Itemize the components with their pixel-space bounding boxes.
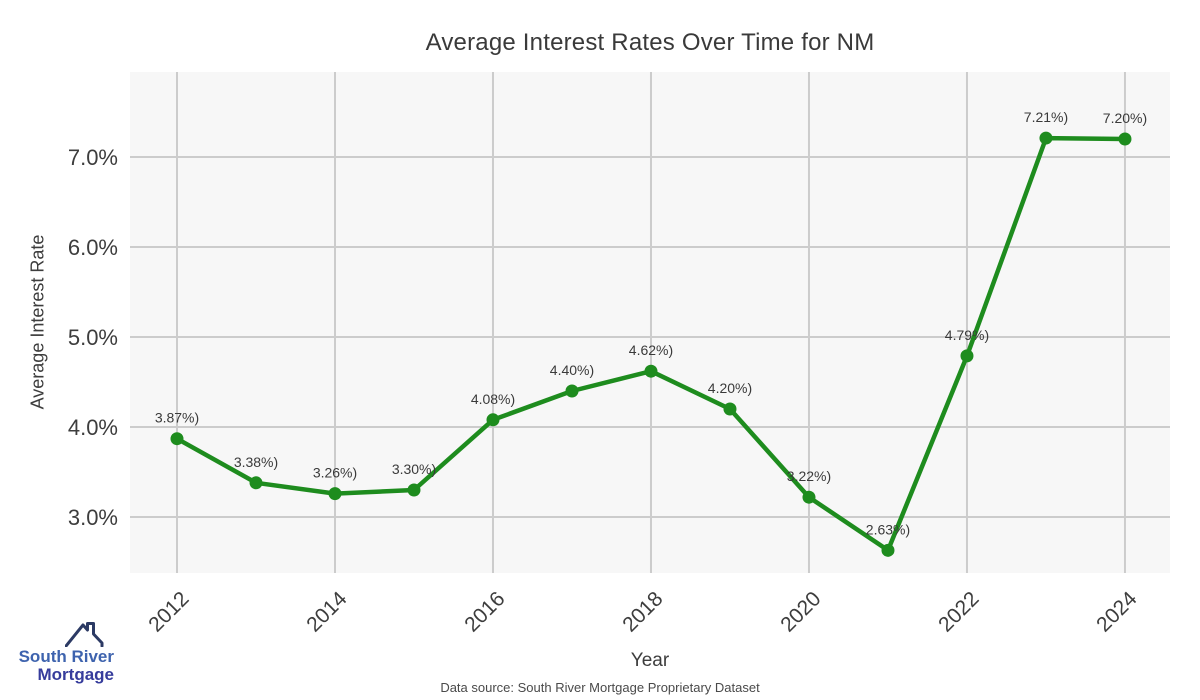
x-axis-title: Year — [630, 650, 670, 671]
y-tick-label: 6.0% — [68, 235, 118, 260]
data-point-label: 7.20%) — [1103, 110, 1147, 126]
data-point-label: 4.62%) — [629, 342, 673, 358]
y-tick-label: 7.0% — [68, 145, 118, 170]
data-point-label: 4.08%) — [471, 391, 515, 407]
x-tick-label: 2020 — [776, 587, 825, 636]
y-tick-label: 5.0% — [68, 325, 118, 350]
data-point-label: 3.38%) — [234, 454, 278, 470]
data-point — [723, 402, 737, 416]
data-point — [249, 476, 263, 490]
data-point — [170, 432, 184, 446]
data-point — [486, 413, 500, 427]
x-tick-label: 2018 — [618, 587, 667, 636]
data-point-label: 7.21%) — [1024, 109, 1068, 125]
data-point — [802, 490, 816, 504]
x-tick-label: 2014 — [302, 587, 352, 637]
y-axis-title: Average Interest Rate — [27, 234, 48, 410]
data-point-label: 4.20%) — [708, 380, 752, 396]
x-tick-label: 2022 — [934, 587, 983, 636]
data-point — [1039, 131, 1053, 145]
x-tick-label: 2024 — [1092, 587, 1142, 637]
data-point-label: 3.30%) — [392, 461, 436, 477]
x-tick-label: 2012 — [144, 587, 193, 636]
x-tick-label: 2016 — [460, 587, 509, 636]
data-point-label: 2.63%) — [866, 521, 910, 537]
data-point-label: 4.40%) — [550, 362, 594, 378]
south-river-mortgage-logo: South River Mortgage — [18, 621, 114, 684]
data-point — [960, 349, 974, 363]
house-roof-icon — [65, 622, 104, 647]
logo-text-line1: South River — [18, 647, 114, 666]
data-point-label: 3.87%) — [155, 410, 199, 426]
data-point — [881, 543, 895, 557]
data-point-label: 3.22%) — [787, 468, 831, 484]
data-point — [328, 487, 342, 501]
data-source-note: Data source: South River Mortgage Propri… — [440, 680, 760, 695]
data-point — [1118, 132, 1132, 146]
data-point — [644, 364, 658, 378]
logo-text-line2: Mortgage — [37, 665, 115, 684]
y-tick-label: 4.0% — [68, 415, 118, 440]
chart-title: Average Interest Rates Over Time for NM — [425, 29, 875, 56]
data-point — [407, 483, 421, 497]
y-tick-label: 3.0% — [68, 505, 118, 530]
data-point-label: 4.79%) — [945, 327, 989, 343]
data-point-label: 3.26%) — [313, 465, 357, 481]
data-point — [565, 384, 579, 398]
